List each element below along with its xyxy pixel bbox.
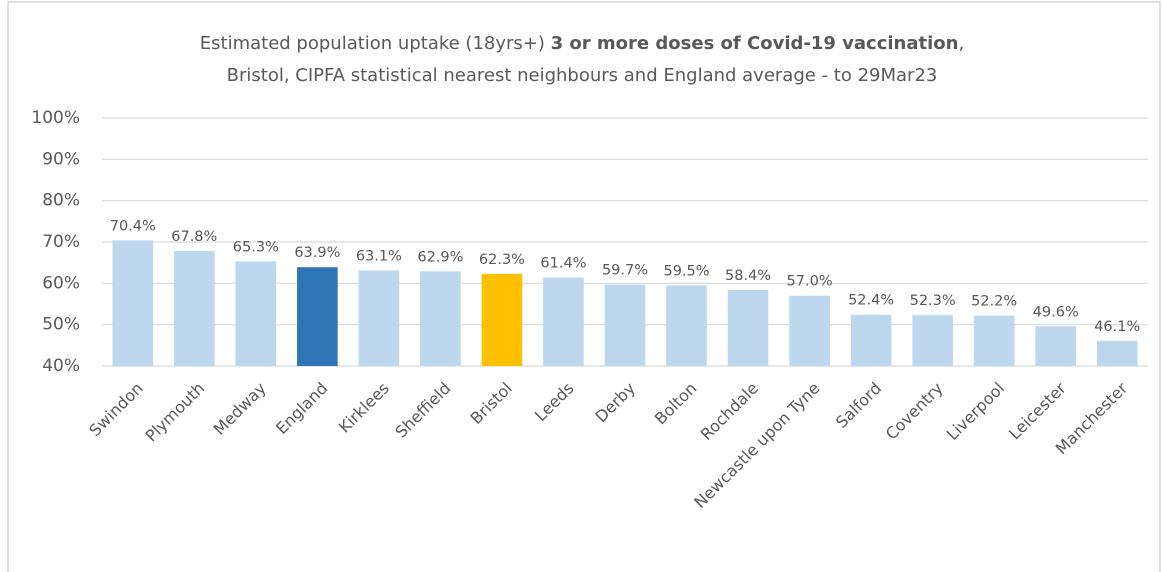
y-tick-label: 40% (42, 356, 80, 376)
bar (850, 314, 892, 366)
bar (1096, 340, 1138, 366)
value-label: 63.9% (294, 245, 340, 261)
title-part: , (958, 33, 964, 54)
y-tick-label: 90% (42, 149, 80, 169)
value-label: 46.1% (1094, 319, 1140, 335)
bar (297, 267, 338, 366)
value-label: 70.4% (110, 218, 156, 234)
bar (727, 289, 769, 366)
bar (112, 240, 154, 366)
bar (420, 271, 461, 366)
bar (543, 277, 584, 366)
value-label: 65.3% (233, 239, 279, 255)
bar (912, 315, 953, 366)
value-label: 59.5% (663, 263, 709, 279)
bar (481, 273, 523, 366)
chart-title: Estimated population uptake (18yrs+) 3 o… (200, 33, 964, 54)
title-part: Estimated population uptake (18yrs+) (200, 33, 545, 54)
value-label: 52.2% (971, 294, 1017, 310)
value-label: 62.3% (479, 252, 525, 268)
value-label: 62.9% (417, 249, 463, 265)
value-label: 49.6% (1033, 304, 1079, 320)
bar (235, 261, 277, 366)
bar (1035, 326, 1077, 366)
bar (604, 284, 646, 366)
value-label: 52.3% (910, 293, 956, 309)
chart-subtitle: Bristol, CIPFA statistical nearest neigh… (227, 65, 938, 86)
bar (666, 285, 707, 366)
y-tick-label: 60% (42, 273, 80, 293)
bar (173, 251, 215, 366)
title-emphasis: 3 or more doses of Covid-19 vaccination (551, 33, 959, 54)
bar (789, 295, 830, 366)
value-label: 57.0% (787, 274, 833, 290)
y-tick-label: 80% (42, 191, 80, 211)
y-tick-label: 100% (31, 108, 80, 128)
y-tick-label: 70% (42, 232, 80, 252)
value-label: 63.1% (356, 249, 402, 265)
bar (358, 270, 400, 366)
bar (973, 315, 1015, 366)
y-tick-label: 50% (42, 315, 80, 335)
value-label: 58.4% (725, 268, 771, 284)
value-label: 67.8% (171, 229, 217, 245)
value-label: 61.4% (540, 256, 586, 272)
value-label: 52.4% (848, 293, 894, 309)
value-label: 59.7% (602, 263, 648, 279)
